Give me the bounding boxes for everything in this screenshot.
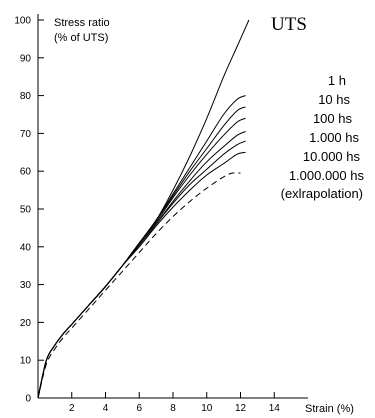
curve-series-3 [37, 117, 246, 399]
curve-series-6 [37, 151, 246, 399]
x-axis-title: Strain (%) [305, 403, 354, 415]
uts-label: UTS [271, 14, 307, 35]
curves [37, 19, 250, 399]
curve-series-7 [37, 172, 241, 399]
curve-label-extrapolation: (exlrapolation) [281, 186, 363, 201]
y-axis-title-line-2: (% of UTS) [54, 32, 108, 44]
y-tick-label-10: 10 [20, 356, 32, 367]
curve-label-1h: 1 h [328, 73, 346, 88]
curve-label-100hs: 100 hs [313, 111, 353, 126]
x-tick-label-6: 6 [136, 403, 142, 414]
y-tick-label-20: 20 [20, 318, 32, 329]
y-tick-label-60: 60 [20, 167, 32, 178]
y-axis-title-line-1: Stress ratio [54, 17, 110, 29]
y-tick-label-70: 70 [20, 129, 32, 140]
y-tick-label-90: 90 [20, 53, 32, 64]
curve-label-10000hs: 10.000 hs [303, 149, 361, 164]
y-tick-label-50: 50 [20, 205, 32, 216]
curve-labels: 1 h 10 hs 100 hs 1.000 hs 10.000 hs 1.00… [281, 73, 365, 201]
x-ticks: 2 4 6 8 10 12 14 [69, 392, 280, 414]
y-tick-label-0: 0 [25, 394, 31, 405]
curve-series-5 [37, 140, 246, 399]
curve-label-10hs: 10 hs [318, 92, 350, 107]
curve-series-0 [37, 19, 250, 399]
y-tick-label-80: 80 [20, 91, 32, 102]
curve-series-4 [37, 131, 246, 399]
axes [37, 14, 308, 399]
x-tick-label-14: 14 [269, 403, 281, 414]
x-tick-label-10: 10 [201, 403, 213, 414]
curve-series-2 [37, 106, 246, 399]
x-tick-label-8: 8 [170, 403, 176, 414]
x-tick-label-2: 2 [69, 403, 75, 414]
x-tick-label-4: 4 [103, 403, 109, 414]
x-tick-label-12: 12 [235, 403, 247, 414]
curve-series-1 [37, 95, 246, 399]
curve-label-1000hs: 1.000 hs [309, 130, 359, 145]
y-tick-label-30: 30 [20, 280, 32, 291]
curve-label-1000000hs: 1.000.000 hs [289, 168, 365, 183]
y-ticks: 0 10 20 30 40 50 60 70 80 90 100 [14, 16, 44, 405]
y-tick-label-40: 40 [20, 242, 32, 253]
y-tick-label-100: 100 [14, 16, 31, 27]
